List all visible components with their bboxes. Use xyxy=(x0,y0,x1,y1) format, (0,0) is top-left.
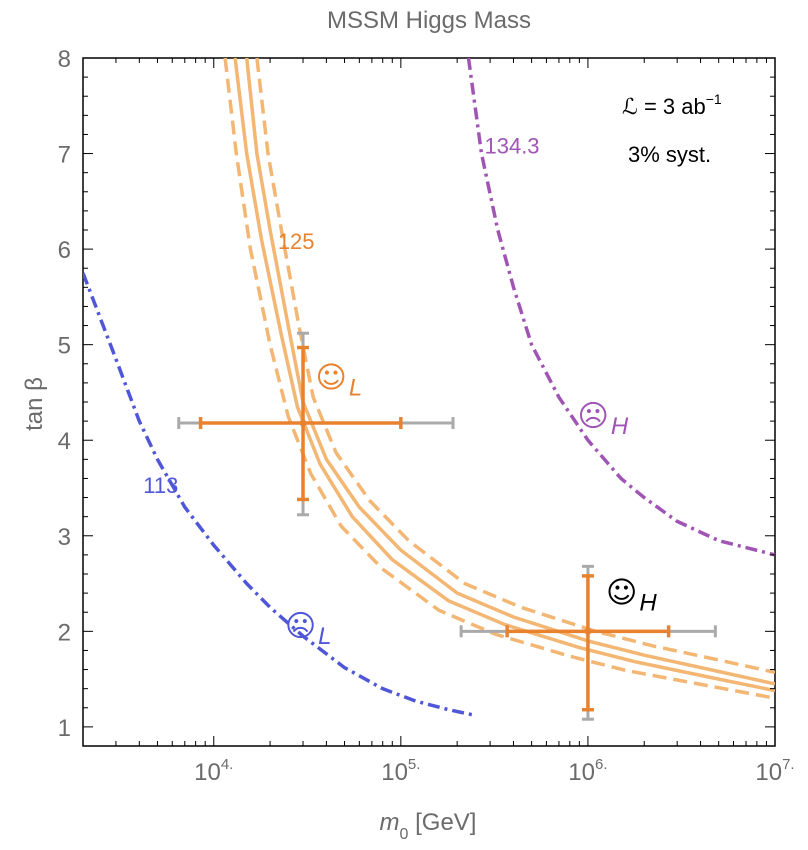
y-axis-label: tan β xyxy=(21,377,48,431)
x-tick-label: 107. xyxy=(755,756,794,786)
data-point xyxy=(299,419,307,427)
series-line-band-2 xyxy=(233,58,775,693)
marker-subscript: L xyxy=(318,623,331,650)
y-axis: 1 2 3 4 5 6 7 8 xyxy=(58,46,775,747)
data-point xyxy=(584,627,592,635)
series-line-113 xyxy=(83,272,476,718)
curve-label-113: 113 xyxy=(143,473,178,498)
y-tick-label: 5 xyxy=(58,333,71,360)
y-tick-label: 7 xyxy=(58,142,71,169)
series-line-125 xyxy=(244,58,775,686)
x-axis-label: m0 [GeV] xyxy=(380,809,477,843)
smiley-L-marker: ☺L xyxy=(316,361,363,402)
series-group xyxy=(83,58,775,718)
luminosity-annotation: ℒ = 3 ab−1 xyxy=(622,91,722,119)
series-line-134.3 xyxy=(466,58,775,557)
x-tick-exponent: 5. xyxy=(408,756,421,773)
x-tick-base: 10 xyxy=(381,759,408,786)
error-bar-0 xyxy=(177,331,455,517)
frowny-H-marker: ☹H xyxy=(578,399,629,440)
x-tick-exponent: 6. xyxy=(595,756,608,773)
marker-subscript: H xyxy=(611,413,629,440)
luminosity-text: ℒ = 3 ab xyxy=(622,94,706,119)
x-tick-label: 104. xyxy=(194,756,233,786)
x-tick-exponent: 7. xyxy=(782,756,795,773)
x-tick-label: 105. xyxy=(381,756,420,786)
x-axis: 104. 105. 106. 107. xyxy=(82,58,795,786)
x-tick-label: 106. xyxy=(568,756,607,786)
y-tick-label: 3 xyxy=(58,524,71,551)
x-axis-label-unit: [GeV] xyxy=(408,809,476,836)
face-icon: ☺ xyxy=(606,576,637,611)
x-tick-exponent: 4. xyxy=(221,756,234,773)
face-icon: ☹ xyxy=(285,609,316,644)
x-axis-label-main: m xyxy=(380,809,400,836)
face-icon: ☺ xyxy=(316,361,347,396)
error-bar-1 xyxy=(459,564,717,721)
x-tick-base: 10 xyxy=(755,759,782,786)
y-tick-label: 8 xyxy=(58,46,71,73)
marker-subscript: L xyxy=(349,375,362,402)
luminosity-exponent: −1 xyxy=(706,91,722,107)
chart-title: MSSM Higgs Mass xyxy=(327,7,531,34)
x-tick-base: 10 xyxy=(194,759,221,786)
series-line-band-3 xyxy=(255,58,775,675)
smiley-H-marker: ☺H xyxy=(606,576,657,617)
y-tick-label: 6 xyxy=(58,237,71,264)
x-axis-label-sub: 0 xyxy=(400,826,409,843)
marker-subscript: H xyxy=(639,590,657,617)
y-tick-label: 1 xyxy=(58,715,71,742)
frowny-L-marker: ☹L xyxy=(285,609,332,650)
curve-label-134.3: 134.3 xyxy=(484,134,539,159)
series-line-band-4 xyxy=(223,58,775,700)
curve-label-125: 125 xyxy=(278,229,315,254)
y-tick-label: 2 xyxy=(58,619,71,646)
x-tick-base: 10 xyxy=(568,759,595,786)
face-icon: ☹ xyxy=(578,399,609,434)
y-tick-label: 4 xyxy=(58,428,71,455)
systematics-annotation: 3% syst. xyxy=(628,142,711,167)
